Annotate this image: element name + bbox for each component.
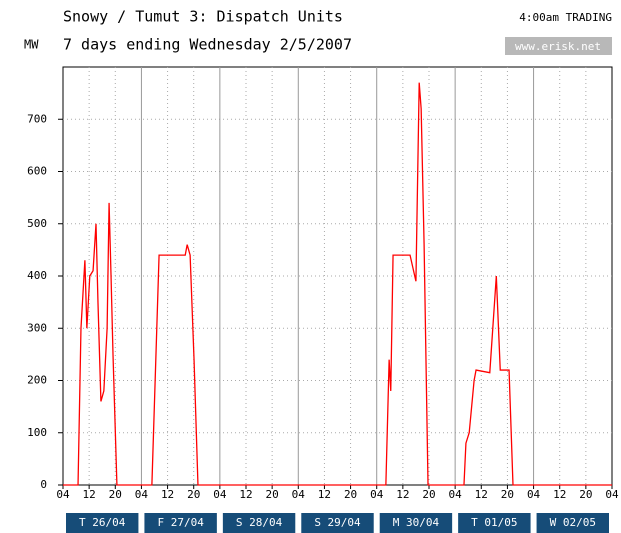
x-tick-label: 04 <box>527 488 541 501</box>
x-tick-label: 12 <box>239 488 252 501</box>
day-label: T 26/04 <box>79 516 126 529</box>
x-tick-label: 20 <box>266 488 279 501</box>
day-box <box>379 513 453 533</box>
day-box <box>144 513 217 533</box>
x-tick-label: 20 <box>501 488 514 501</box>
day-label: S 28/04 <box>236 516 283 529</box>
x-tick-label: 12 <box>553 488 566 501</box>
y-tick-label: 200 <box>27 374 47 387</box>
x-tick-label: 04 <box>56 488 70 501</box>
chart-subtitle: 7 days ending Wednesday 2/5/2007 <box>63 36 352 54</box>
y-tick-label: 300 <box>27 321 47 334</box>
source-box <box>505 37 612 55</box>
y-tick-label: 0 <box>40 478 47 491</box>
chart-title: Snowy / Tumut 3: Dispatch Units <box>63 8 343 26</box>
x-tick-label: 04 <box>449 488 463 501</box>
day-label: S 29/04 <box>314 516 361 529</box>
data-line <box>63 82 612 486</box>
x-tick-label: 04 <box>292 488 306 501</box>
x-tick-label: 04 <box>135 488 149 501</box>
y-tick-label: 600 <box>27 165 47 178</box>
day-box <box>536 513 609 533</box>
x-tick-label: 12 <box>475 488 488 501</box>
day-box <box>301 513 374 533</box>
day-box <box>66 513 139 533</box>
x-tick-label: 20 <box>187 488 200 501</box>
y-tick-label: 100 <box>27 426 47 439</box>
x-tick-label: 12 <box>161 488 174 501</box>
day-label: F 27/04 <box>157 516 204 529</box>
y-axis-label: MW <box>24 38 39 52</box>
source: www.erisk.net <box>515 40 601 53</box>
day-box <box>458 513 531 533</box>
annotation: 4:00am TRADING <box>519 11 612 24</box>
x-tick-label: 12 <box>396 488 409 501</box>
x-tick-label: 04 <box>370 488 384 501</box>
x-tick-label: 20 <box>579 488 592 501</box>
y-tick-label: 700 <box>27 112 47 125</box>
x-tick-label: 20 <box>344 488 357 501</box>
day-box <box>222 513 296 533</box>
day-label: W 02/05 <box>550 516 596 529</box>
x-tick-label: 20 <box>109 488 122 501</box>
y-tick-label: 400 <box>27 269 47 282</box>
y-tick-label: 500 <box>27 217 47 230</box>
x-tick-label: 04 <box>605 488 619 501</box>
plot-area <box>62 66 613 486</box>
x-tick-label: 12 <box>83 488 96 501</box>
x-tick-label: 12 <box>318 488 331 501</box>
day-label: M 30/04 <box>393 516 440 529</box>
day-label: T 01/05 <box>471 516 517 529</box>
x-tick-label: 04 <box>213 488 227 501</box>
x-tick-label: 20 <box>422 488 435 501</box>
